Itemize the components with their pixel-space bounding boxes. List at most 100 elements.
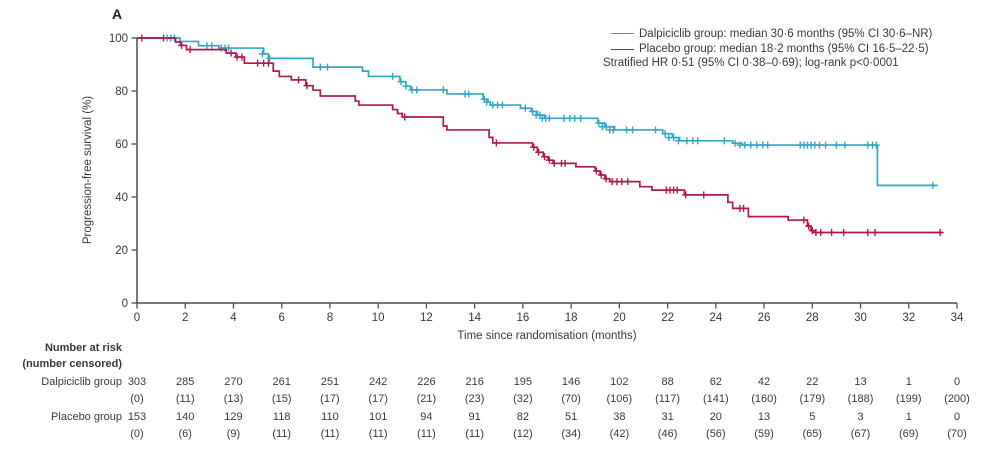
risk-cell-censored: (117) <box>655 393 681 405</box>
x-tick-label: 22 <box>661 312 674 324</box>
x-tick-label: 14 <box>468 312 481 324</box>
risk-cell-at-risk: 303 <box>127 376 147 388</box>
risk-cell-at-risk: 42 <box>757 376 771 388</box>
risk-cell-censored: (11) <box>465 428 485 440</box>
risk-cell-censored: (199) <box>895 393 922 405</box>
y-tick-label: 40 <box>115 192 128 204</box>
risk-cell-at-risk: 101 <box>368 411 388 423</box>
risk-cell-censored: (70) <box>561 393 581 405</box>
risk-cell-at-risk: 216 <box>465 376 484 388</box>
risk-cell-censored: (17) <box>320 393 340 405</box>
risk-cell-censored: (13) <box>223 393 244 405</box>
risk-cell-censored: (0) <box>130 393 144 405</box>
legend-entry-label: Placebo group: median 18·2 months (95% C… <box>639 43 929 56</box>
risk-cell-censored: (141) <box>702 393 729 405</box>
risk-cell-censored: (11) <box>272 428 292 440</box>
risk-cell-censored: (56) <box>706 428 726 440</box>
x-tick-label: 12 <box>420 312 433 324</box>
risk-row-label: Dalpiciclib group <box>41 376 122 388</box>
legend-entry-label: Dalpiciclib group: median 30·6 months (9… <box>639 27 933 40</box>
risk-cell-censored: (17) <box>368 393 388 405</box>
risk-cell-at-risk: 285 <box>176 376 195 388</box>
risk-cell-at-risk: 13 <box>757 411 771 423</box>
risk-cell-censored: (42) <box>609 428 630 440</box>
risk-cell-at-risk: 0 <box>953 376 961 388</box>
risk-cell-censored: (15) <box>271 393 292 405</box>
dalpiciclib-key-line <box>611 33 634 35</box>
legend-entry-placebo: Placebo group: median 18·2 months (95% C… <box>603 42 932 58</box>
y-tick-label: 60 <box>115 139 128 151</box>
x-tick-label: 4 <box>230 312 237 324</box>
risk-cell-censored: (69) <box>898 428 919 440</box>
risk-cell-at-risk: 261 <box>272 376 291 388</box>
risk-cell-at-risk: 270 <box>224 376 243 388</box>
risk-cell-censored: (46) <box>657 428 678 440</box>
risk-cell-at-risk: 129 <box>224 411 243 423</box>
risk-row-label: Placebo group <box>51 411 122 423</box>
legend-entry-dalpiciclib: Dalpiciclib group: median 30·6 months (9… <box>603 26 932 42</box>
risk-cell-at-risk: 31 <box>661 411 674 423</box>
risk-cell-at-risk: 1 <box>905 411 912 423</box>
x-tick-label: 10 <box>372 312 385 324</box>
risk-cell-at-risk: 251 <box>320 376 340 388</box>
risk-table-header2: (number censored) <box>22 358 122 370</box>
risk-cell-censored: (67) <box>850 428 871 440</box>
risk-cell-at-risk: 118 <box>272 411 291 423</box>
x-tick-label: 20 <box>613 312 626 324</box>
x-tick-label: 32 <box>902 312 915 324</box>
risk-cell-at-risk: 94 <box>420 411 433 423</box>
risk-cell-at-risk: 38 <box>613 411 626 423</box>
risk-cell-at-risk: 102 <box>610 376 629 388</box>
risk-cell-at-risk: 146 <box>561 376 581 388</box>
risk-cell-at-risk: 140 <box>176 411 195 423</box>
risk-cell-censored: (200) <box>944 393 970 405</box>
risk-cell-censored: (34) <box>561 428 581 440</box>
risk-cell-censored: (11) <box>368 428 388 440</box>
y-tick-label: 100 <box>109 33 128 45</box>
x-tick-label: 8 <box>327 312 333 324</box>
legend-note-stratified-hr: Stratified HR 0·51 (95% CI 0·38–0·69); l… <box>603 57 899 69</box>
censor-marks-dalpiciclib <box>163 34 937 189</box>
risk-cell-censored: (0) <box>130 428 144 440</box>
risk-table-header: Number at risk <box>44 342 122 354</box>
y-tick-label: 20 <box>115 245 128 257</box>
x-tick-label: 30 <box>854 312 867 324</box>
risk-cell-censored: (11) <box>175 393 195 405</box>
x-tick-label: 28 <box>806 312 819 324</box>
risk-cell-at-risk: 3 <box>857 411 864 423</box>
risk-cell-censored: (23) <box>464 393 485 405</box>
km-curve-placebo <box>137 37 943 234</box>
x-axis-title: Time since randomisation (months) <box>457 330 637 342</box>
y-axis-title: Progression-free survival (%) <box>82 95 94 245</box>
x-tick-label: 24 <box>709 312 722 324</box>
censor-marks-placebo <box>138 34 944 237</box>
x-tick-label: 26 <box>758 312 771 324</box>
risk-cell-at-risk: 20 <box>709 411 722 423</box>
risk-cell-censored: (188) <box>847 393 874 405</box>
risk-cell-censored: (70) <box>947 428 967 440</box>
risk-cell-at-risk: 13 <box>854 376 867 388</box>
risk-cell-censored: (179) <box>799 393 826 405</box>
legend: Dalpiciclib group: median 30·6 months (9… <box>603 26 932 73</box>
x-tick-label: 2 <box>182 312 188 324</box>
y-tick-label: 80 <box>115 86 128 98</box>
risk-cell-at-risk: 195 <box>513 376 533 388</box>
risk-cell-at-risk: 5 <box>809 411 816 423</box>
x-tick-label: 34 <box>951 312 964 324</box>
risk-cell-at-risk: 51 <box>564 411 578 423</box>
risk-cell-censored: (59) <box>754 428 774 440</box>
x-tick-label: 6 <box>279 312 285 324</box>
risk-cell-censored: (11) <box>417 428 436 440</box>
x-tick-label: 16 <box>516 312 529 324</box>
risk-cell-censored: (160) <box>751 393 777 405</box>
risk-cell-at-risk: 0 <box>953 411 961 423</box>
x-tick-label: 18 <box>565 312 578 324</box>
risk-cell-at-risk: 226 <box>417 376 436 388</box>
risk-cell-at-risk: 88 <box>661 376 674 388</box>
axes <box>136 38 957 304</box>
risk-cell-censored: (12) <box>513 428 533 440</box>
risk-cell-at-risk: 110 <box>321 411 339 423</box>
panel-label: A <box>112 6 123 22</box>
